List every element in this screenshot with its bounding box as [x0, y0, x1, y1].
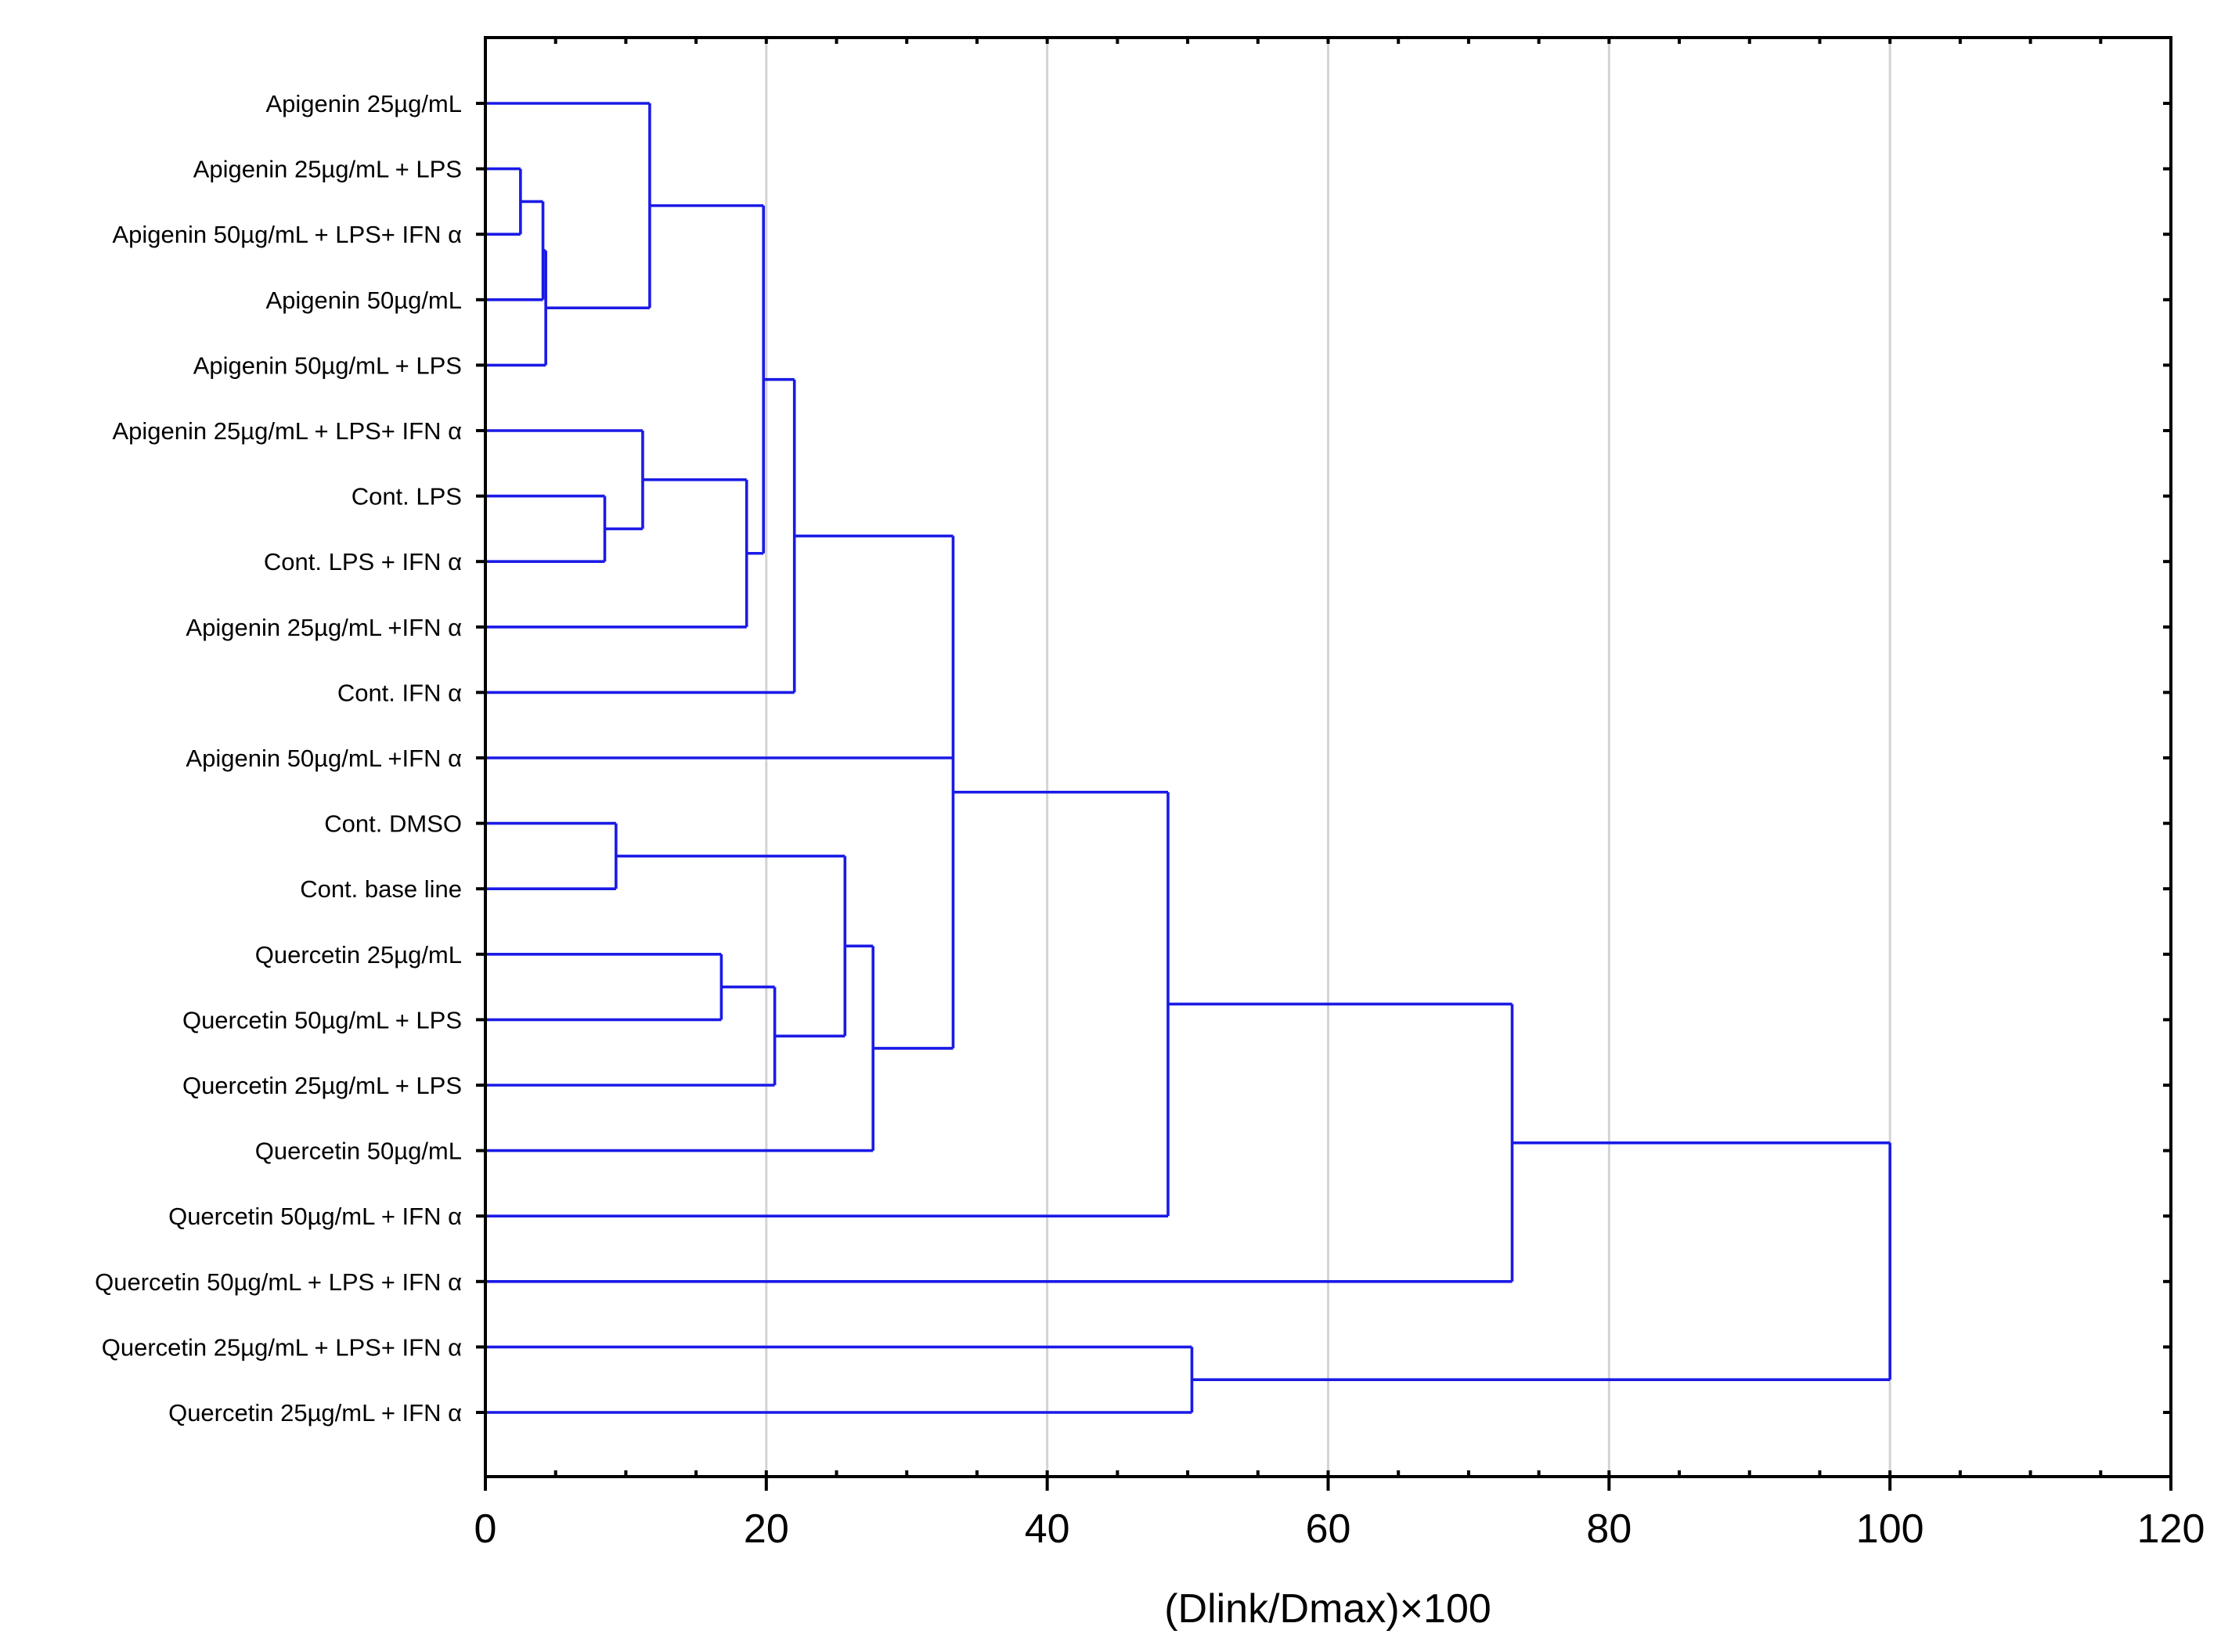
leaf-label: Cont. DMSO	[324, 810, 462, 838]
leaf-label: Quercetin 50µg/mL + LPS + IFN α	[95, 1268, 462, 1296]
x-tick-label: 20	[744, 1506, 789, 1552]
leaf-label: Apigenin 50µg/mL	[265, 287, 462, 314]
leaf-label: Apigenin 25µg/mL +IFN α	[186, 614, 462, 641]
leaf-label: Apigenin 25µg/mL	[265, 90, 462, 117]
leaf-label: Quercetin 25µg/mL + IFN α	[168, 1399, 462, 1427]
x-tick-labels: 0 20 40 60 80 100 120	[474, 1506, 2205, 1552]
leaf-label: Quercetin 50µg/mL	[255, 1138, 462, 1165]
axis-ticks	[476, 38, 2172, 1491]
leaf-label: Quercetin 25µg/mL + LPS+ IFN α	[102, 1333, 462, 1361]
x-axis-title: (Dlink/Dmax)×100	[1164, 1586, 1491, 1632]
leaf-label: Quercetin 25µg/mL	[255, 941, 462, 968]
leaf-label: Cont. base line	[300, 875, 462, 903]
leaf-label: Quercetin 25µg/mL + LPS	[182, 1072, 462, 1099]
leaf-label: Apigenin 50µg/mL + LPS+ IFN α	[113, 221, 463, 248]
x-tick-label: 0	[474, 1506, 497, 1552]
leaf-label: Apigenin 50µg/mL + LPS	[193, 352, 462, 379]
leaf-label: Cont. LPS + IFN α	[264, 548, 462, 575]
leaf-label: Quercetin 50µg/mL + LPS	[182, 1006, 462, 1033]
leaf-label: Apigenin 25µg/mL + LPS+ IFN α	[113, 417, 463, 445]
leaf-labels: Apigenin 25µg/mL Apigenin 25µg/mL + LPS Ap…	[95, 90, 462, 1427]
leaf-label: Apigenin 25µg/mL + LPS	[193, 156, 462, 183]
x-tick-label: 40	[1025, 1506, 1070, 1552]
leaf-label: Cont. IFN α	[337, 679, 462, 706]
dendrogram-branches	[485, 102, 1891, 1414]
leaf-label: Quercetin 50µg/mL + IFN α	[168, 1203, 462, 1230]
leaf-label: Cont. LPS	[352, 483, 462, 510]
gridlines	[765, 38, 1891, 1477]
leaf-label: Apigenin 50µg/mL +IFN α	[186, 745, 462, 772]
x-tick-label: 60	[1306, 1506, 1351, 1552]
x-tick-label: 120	[2137, 1506, 2205, 1552]
x-tick-label: 80	[1586, 1506, 1631, 1552]
x-tick-label: 100	[1856, 1506, 1924, 1552]
